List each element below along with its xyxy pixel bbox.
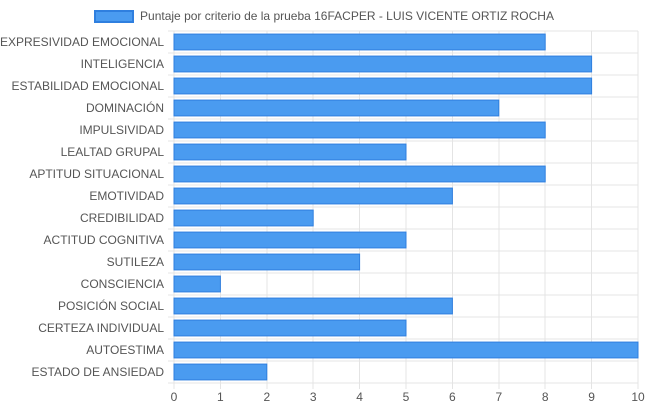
category-label: INTELIGENCIA <box>81 57 164 71</box>
legend-label: Puntaje por criterio de la prueba 16FACP… <box>140 9 554 23</box>
bar-4 <box>173 99 500 117</box>
category-label: CONSCIENCIA <box>81 277 164 291</box>
category-label: AUTOESTIMA <box>86 343 164 357</box>
x-tick-label: 8 <box>542 390 549 404</box>
category-label: DOMINACIÓN <box>86 100 164 115</box>
bar-14 <box>173 319 407 337</box>
category-label: ESTABILIDAD EMOCIONAL <box>12 79 165 93</box>
category-label: CERTEZA INDIVIDUAL <box>38 321 164 335</box>
x-tick-label: 5 <box>403 390 410 404</box>
category-label: ESTADO DE ANSIEDAD <box>32 365 165 379</box>
category-label: POSICIÓN SOCIAL <box>58 298 164 313</box>
bar-9 <box>173 209 314 227</box>
bar-13 <box>173 297 453 315</box>
bar-5 <box>173 121 546 139</box>
category-label: LEALTAD GRUPAL <box>61 145 165 159</box>
chart-legend[interactable]: Puntaje por criterio de la prueba 16FACP… <box>0 6 648 26</box>
bar-8 <box>173 187 453 205</box>
x-tick-label: 6 <box>449 390 456 404</box>
bar-12 <box>173 275 221 293</box>
x-tick-label: 0 <box>171 390 178 404</box>
x-tick-label: 9 <box>588 390 595 404</box>
x-tick-label: 4 <box>356 390 363 404</box>
bar-16 <box>173 363 268 381</box>
category-label: EMOTIVIDAD <box>89 189 164 203</box>
category-label: CREDIBILIDAD <box>80 211 164 225</box>
x-tick-label: 1 <box>217 390 224 404</box>
bar-10 <box>173 231 407 249</box>
bar-15 <box>173 341 639 359</box>
category-label: APTITUD SITUACIONAL <box>29 167 164 181</box>
category-label: SUTILEZA <box>107 255 164 269</box>
bar-7 <box>173 165 546 183</box>
category-label: EXPRESIVIDAD EMOCIONAL <box>0 35 164 49</box>
bar-1 <box>173 33 546 51</box>
category-label: ACTITUD COGNITIVA <box>44 233 164 247</box>
bar-3 <box>173 77 593 95</box>
x-tick-label: 7 <box>495 390 502 404</box>
x-tick-label: 3 <box>310 390 317 404</box>
bar-11 <box>173 253 361 271</box>
x-tick-label: 10 <box>631 390 645 404</box>
bar-2 <box>173 55 593 73</box>
x-tick-label: 2 <box>263 390 270 404</box>
category-label: IMPULSIVIDAD <box>79 123 164 137</box>
bar-6 <box>173 143 407 161</box>
legend-swatch <box>94 9 135 23</box>
